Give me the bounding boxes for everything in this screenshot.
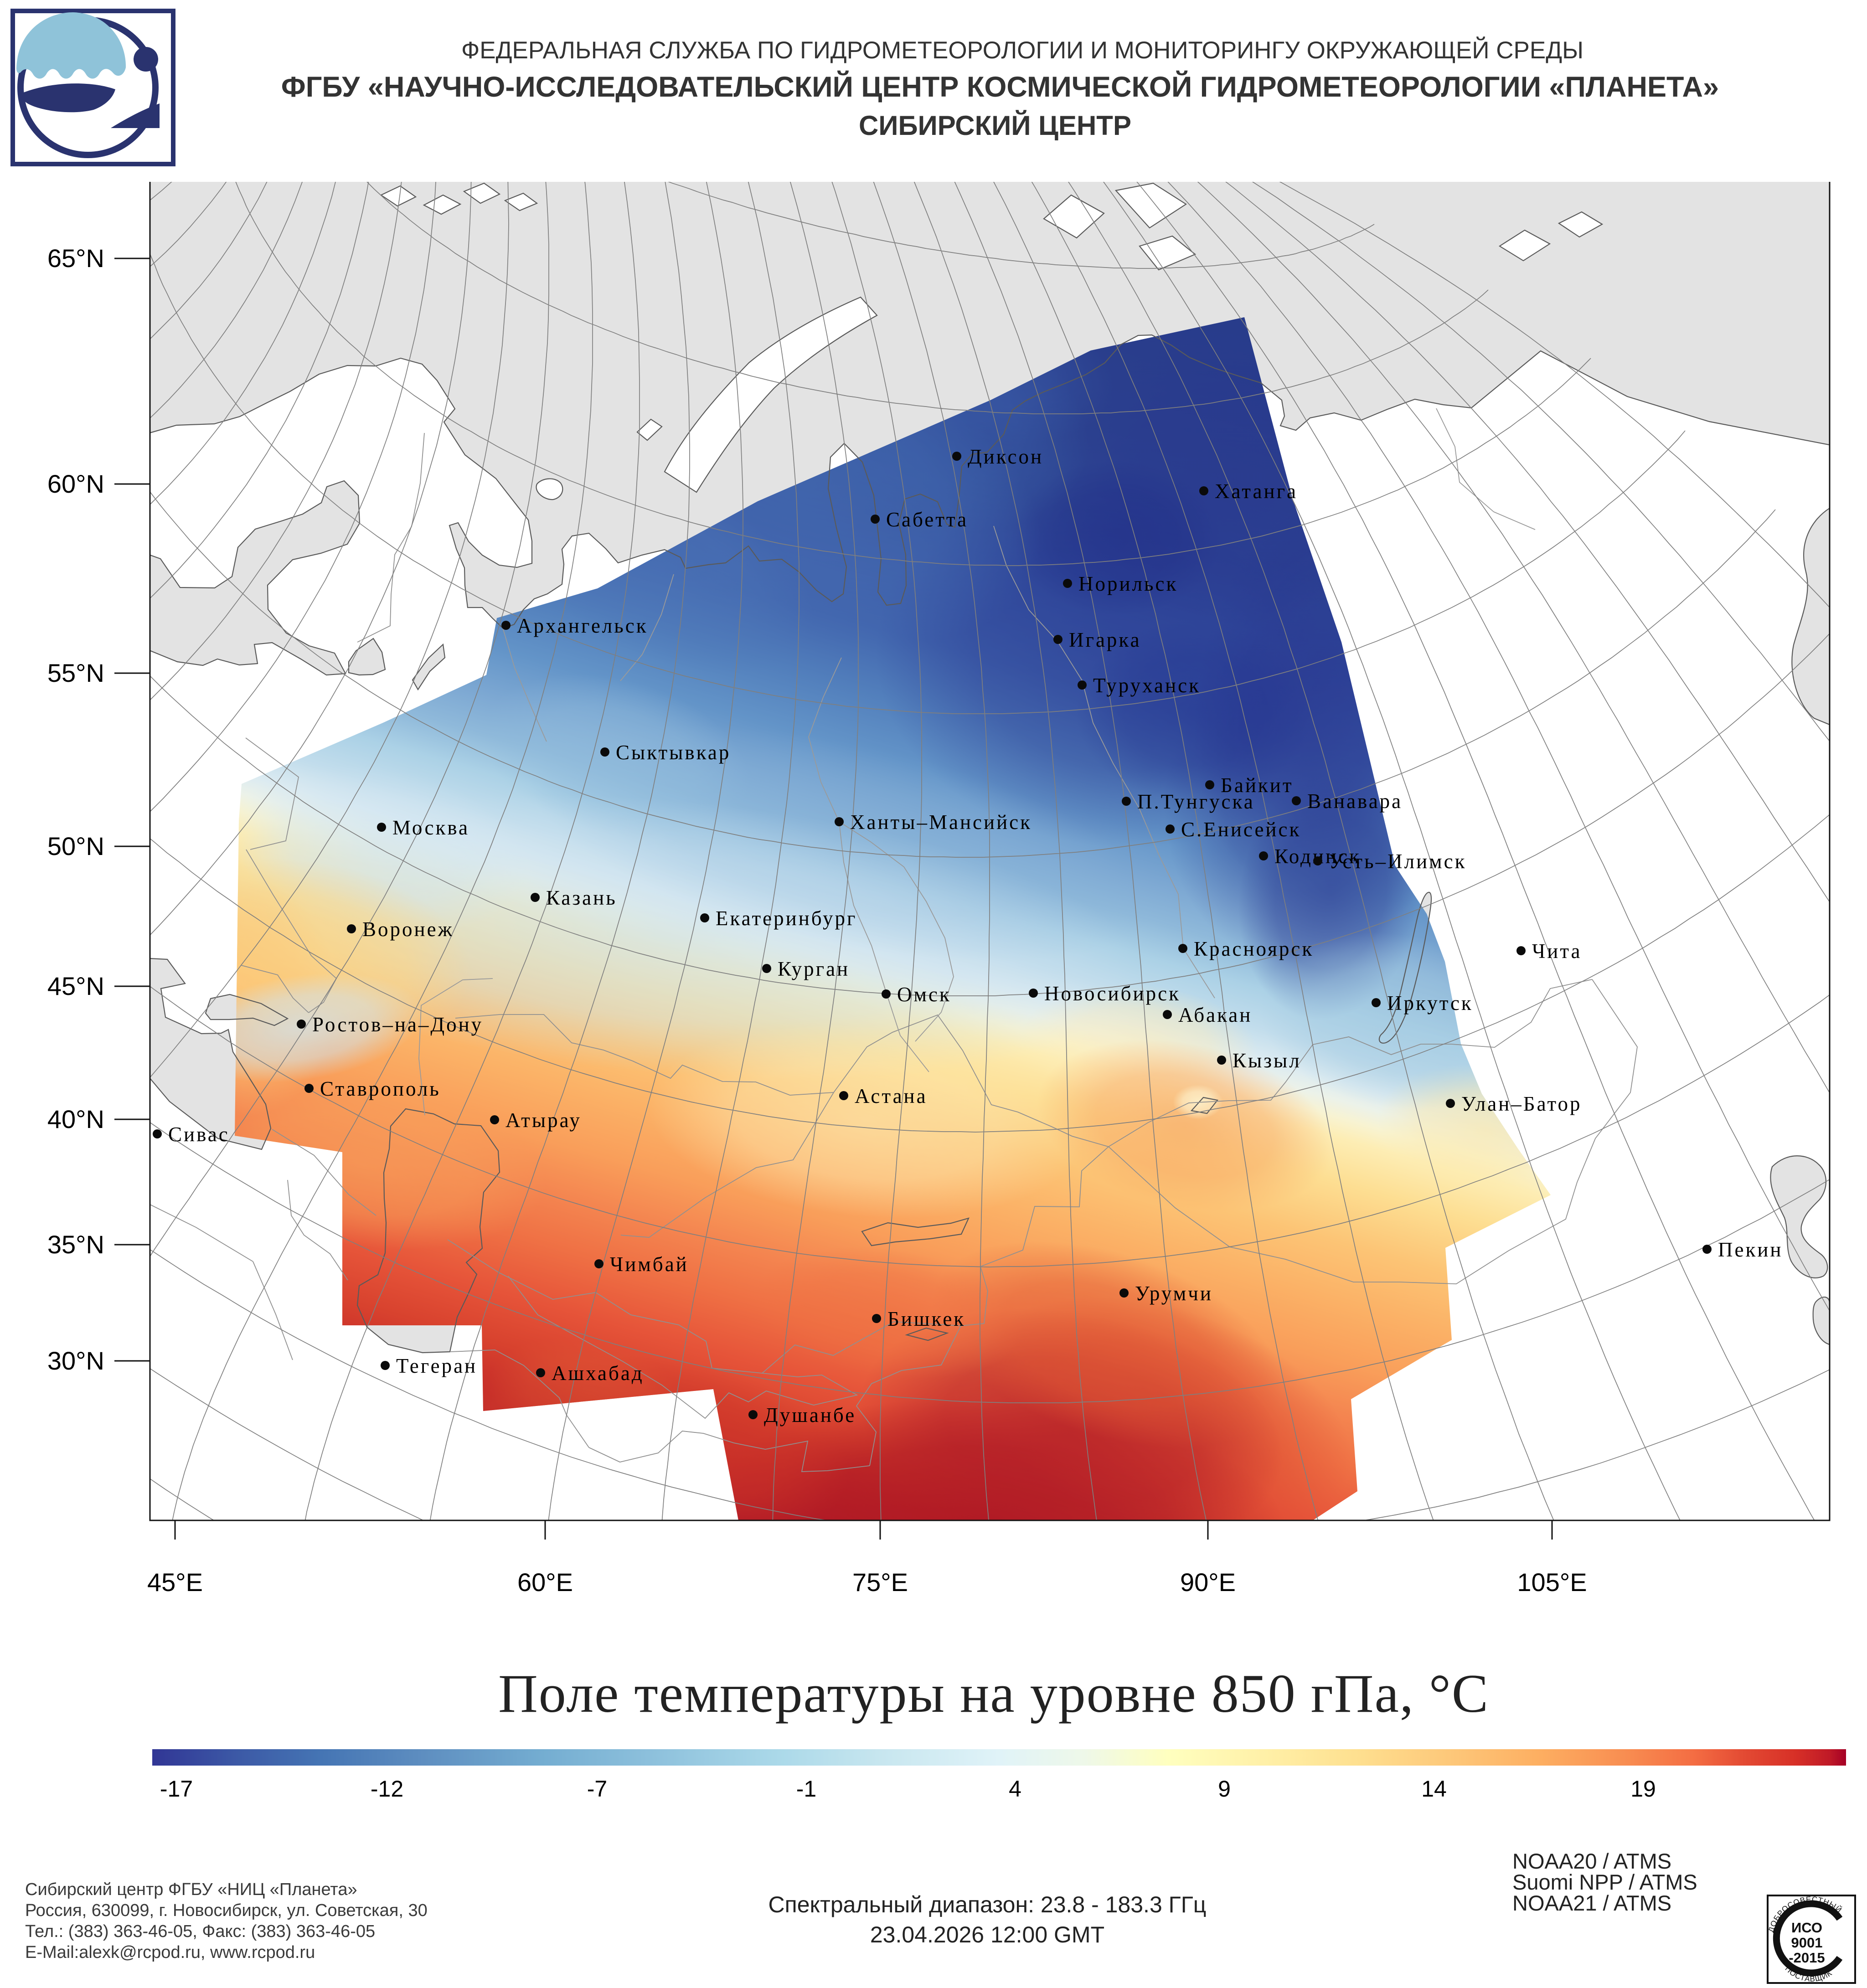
- svg-text:E-Mail:alexk@rcpod.ru, www.rcp: E-Mail:alexk@rcpod.ru, www.rcpod.ru: [25, 1943, 315, 1962]
- svg-text:-7: -7: [587, 1776, 607, 1802]
- svg-text:Атырау: Атырау: [505, 1109, 582, 1132]
- svg-text:Россия, 630099, г. Новосибирск: Россия, 630099, г. Новосибирск, ул. Сове…: [25, 1901, 428, 1920]
- svg-text:Душанбе: Душанбе: [764, 1404, 856, 1427]
- svg-text:35°N: 35°N: [47, 1230, 104, 1259]
- svg-text:Сабетта: Сабетта: [886, 508, 968, 531]
- svg-text:Иркутск: Иркутск: [1387, 992, 1473, 1015]
- svg-text:Бишкек: Бишкек: [887, 1308, 965, 1330]
- svg-text:Спектральный диапазон: 23.8 -: Спектральный диапазон: 23.8 - 183.3 ГГц: [768, 1892, 1207, 1917]
- svg-text:Игарка: Игарка: [1069, 628, 1141, 651]
- svg-text:Ростов–на–Дону: Ростов–на–Дону: [312, 1013, 483, 1036]
- svg-text:Красноярск: Красноярск: [1194, 937, 1314, 960]
- svg-text:Архангельск: Архангельск: [517, 614, 648, 637]
- svg-text:Урумчи: Урумчи: [1135, 1282, 1213, 1305]
- svg-text:40°N: 40°N: [47, 1105, 104, 1133]
- svg-text:Улан–Батор: Улан–Батор: [1461, 1092, 1582, 1115]
- svg-text:Ванавара: Ванавара: [1307, 790, 1403, 813]
- svg-text:Ашхабад: Ашхабад: [552, 1362, 644, 1385]
- svg-text:45°N: 45°N: [47, 972, 104, 1000]
- svg-text:NOAA20 / ATMS: NOAA20 / ATMS: [1512, 1849, 1671, 1873]
- svg-text:Поле температуры на уровне 850: Поле температуры на уровне 850 гПа, °C: [498, 1663, 1489, 1724]
- svg-text:ФГБУ «НАУЧНО-ИССЛЕДОВАТЕЛЬСКИЙ: ФГБУ «НАУЧНО-ИССЛЕДОВАТЕЛЬСКИЙ ЦЕНТР КОС…: [281, 71, 1719, 103]
- svg-text:-17: -17: [160, 1776, 193, 1802]
- svg-text:19: 19: [1630, 1776, 1656, 1802]
- svg-text:Омск: Омск: [897, 983, 951, 1006]
- svg-text:75°E: 75°E: [852, 1568, 908, 1597]
- svg-text:60°N: 60°N: [47, 469, 104, 498]
- svg-text:П.Тунгуска: П.Тунгуска: [1137, 790, 1255, 813]
- svg-text:Москва: Москва: [392, 816, 469, 839]
- svg-text:ИСО: ИСО: [1791, 1920, 1822, 1936]
- svg-text:90°E: 90°E: [1180, 1568, 1236, 1597]
- svg-text:Ставрополь: Ставрополь: [320, 1077, 441, 1100]
- svg-text:Ханты–Мансийск: Ханты–Мансийск: [850, 811, 1032, 834]
- svg-text:50°N: 50°N: [47, 832, 104, 860]
- svg-text:СИБИРСКИЙ ЦЕНТР: СИБИРСКИЙ ЦЕНТР: [859, 110, 1131, 141]
- svg-text:45°E: 45°E: [147, 1568, 203, 1597]
- svg-text:Абакан: Абакан: [1178, 1004, 1252, 1026]
- svg-text:Suomi NPP / ATMS: Suomi NPP / ATMS: [1512, 1870, 1697, 1894]
- svg-text:Норильск: Норильск: [1078, 572, 1178, 595]
- svg-text:55°N: 55°N: [47, 659, 104, 687]
- svg-text:Пекин: Пекин: [1718, 1238, 1783, 1261]
- svg-text:Усть–Илимск: Усть–Илимск: [1329, 850, 1466, 873]
- svg-text:-1: -1: [796, 1776, 816, 1802]
- svg-text:60°E: 60°E: [517, 1568, 573, 1597]
- svg-text:Курган: Курган: [778, 958, 850, 980]
- svg-text:Екатеринбург: Екатеринбург: [716, 907, 857, 930]
- svg-text:4: 4: [1009, 1776, 1021, 1802]
- svg-text:Тел.: (383) 363-46-05, Факс: (: Тел.: (383) 363-46-05, Факс: (383) 363-4…: [25, 1922, 375, 1941]
- svg-text:Воронеж: Воронеж: [362, 918, 454, 941]
- svg-text:Чита: Чита: [1532, 940, 1582, 963]
- svg-text:9: 9: [1218, 1776, 1231, 1802]
- svg-text:Хатанга: Хатанга: [1215, 480, 1298, 503]
- svg-text:9001: 9001: [1791, 1935, 1823, 1951]
- svg-text:Сивас: Сивас: [168, 1123, 230, 1146]
- svg-text:Сибирский центр ФГБУ «НИЦ «Пла: Сибирский центр ФГБУ «НИЦ «Планета»: [25, 1880, 357, 1899]
- svg-text:Байкит: Байкит: [1221, 774, 1294, 797]
- svg-text:Чимбай: Чимбай: [610, 1253, 689, 1276]
- svg-text:NOAA21 / ATMS: NOAA21 / ATMS: [1512, 1891, 1671, 1915]
- svg-text:105°E: 105°E: [1517, 1568, 1587, 1597]
- svg-text:65°N: 65°N: [47, 244, 104, 273]
- svg-text:14: 14: [1421, 1776, 1447, 1802]
- svg-text:-12: -12: [371, 1776, 403, 1802]
- svg-text:Тегеран: Тегеран: [396, 1355, 477, 1377]
- svg-text:ФЕДЕРАЛЬНАЯ СЛУЖБА ПО ГИДРОМЕТ: ФЕДЕРАЛЬНАЯ СЛУЖБА ПО ГИДРОМЕТЕОРОЛОГИИ …: [461, 36, 1583, 64]
- svg-text:23.04.2026 12:00 GMT: 23.04.2026 12:00 GMT: [870, 1922, 1104, 1947]
- svg-text:Туруханск: Туруханск: [1093, 674, 1201, 697]
- svg-text:Новосибирск: Новосибирск: [1044, 982, 1181, 1005]
- svg-text:-2015: -2015: [1789, 1950, 1825, 1966]
- svg-text:Астана: Астана: [855, 1085, 928, 1107]
- svg-text:С.Енисейск: С.Енисейск: [1181, 818, 1301, 841]
- svg-text:Диксон: Диксон: [968, 445, 1043, 468]
- svg-text:Кызыл: Кызыл: [1233, 1049, 1301, 1072]
- svg-text:Казань: Казань: [546, 886, 617, 909]
- svg-text:30°N: 30°N: [47, 1346, 104, 1375]
- svg-text:Сыктывкар: Сыктывкар: [616, 741, 731, 764]
